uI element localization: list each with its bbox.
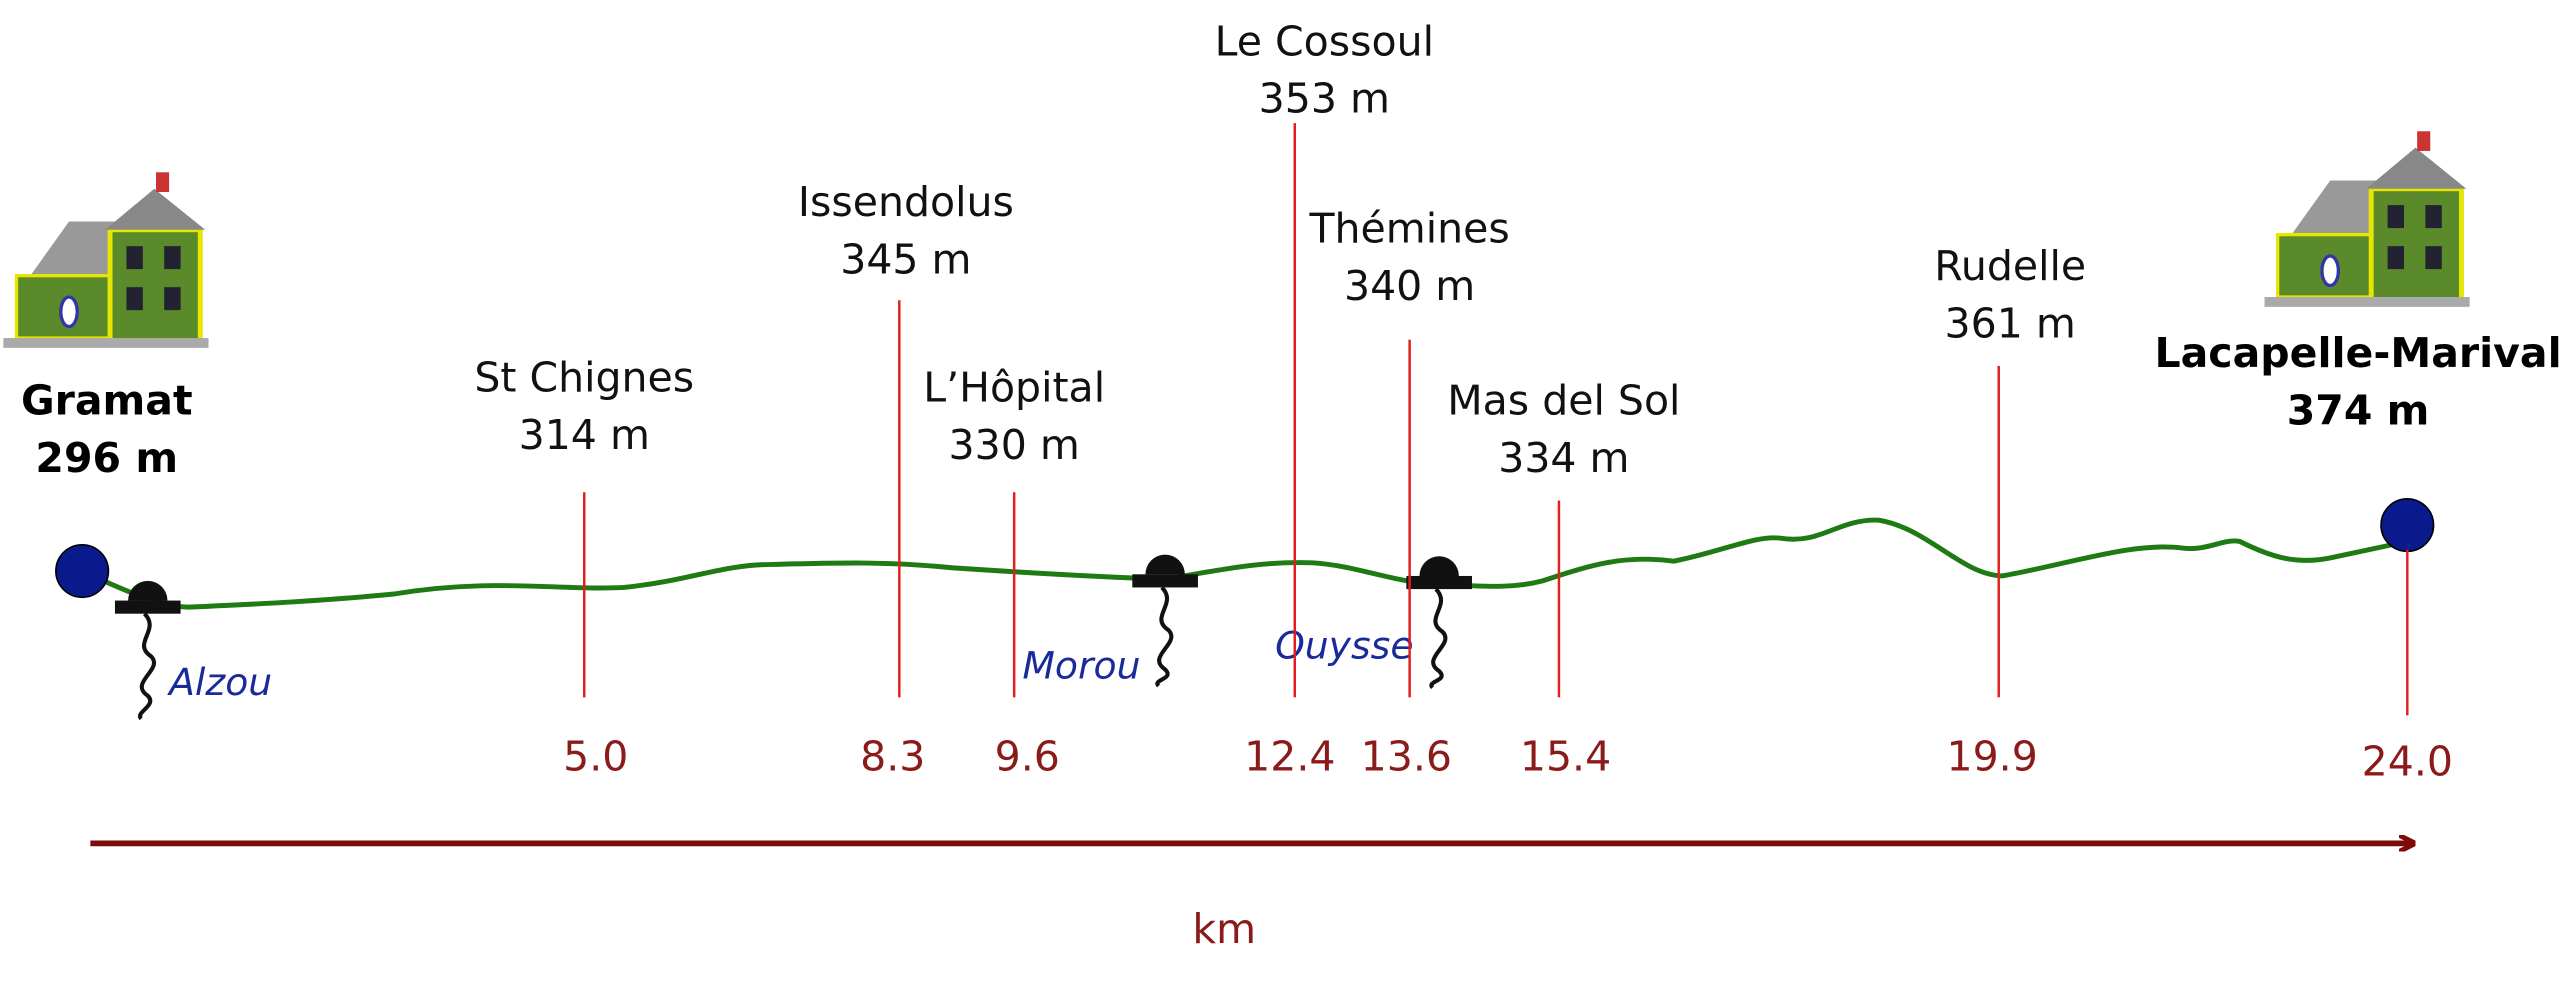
stop-altitude: 330 m <box>949 421 1080 469</box>
start-marker <box>55 543 110 599</box>
stop-name: Rudelle <box>1934 242 2086 290</box>
stop-altitude: 334 m <box>1498 434 1629 482</box>
km-label: 12.4 <box>1244 733 1335 781</box>
stop-altitude: 361 m <box>1945 300 2076 348</box>
end-name: Lacapelle-Marival <box>2154 329 2560 377</box>
km-label: 5.0 <box>563 733 628 781</box>
start-name: Gramat <box>21 377 193 425</box>
stop-name: Le Cossoul <box>1215 17 1434 65</box>
km-label: 8.3 <box>860 733 925 781</box>
river-label: Ouysse <box>1275 624 1413 668</box>
elevation-line <box>81 517 2408 610</box>
stop-altitude: 345 m <box>840 236 971 284</box>
stop-name: Issendolus <box>798 178 1014 226</box>
stop-name: Thémines <box>1309 204 1510 252</box>
start-altitude: 296 m <box>35 434 178 482</box>
km-label: 9.6 <box>995 733 1060 781</box>
end-altitude: 374 m <box>2287 387 2430 435</box>
stop-altitude: 353 m <box>1259 75 1390 123</box>
stop-name: St Chignes <box>474 354 694 402</box>
stop-name: L’Hôpital <box>923 364 1105 412</box>
km-label: 13.6 <box>1361 733 1452 781</box>
river-label: Alzou <box>166 660 272 704</box>
km-label: 24.0 <box>2362 738 2453 786</box>
km-label: 15.4 <box>1520 733 1611 781</box>
town-icon <box>2265 131 2470 307</box>
stop-altitude: 340 m <box>1344 262 1475 310</box>
km-label: 19.9 <box>1946 733 2037 781</box>
stop-name: Mas del Sol <box>1447 377 1680 425</box>
river-label: Morou <box>1022 643 1140 687</box>
bridges <box>114 554 1472 721</box>
end-marker <box>2380 498 2435 553</box>
stop-altitude: 314 m <box>519 411 650 459</box>
axis-label: km <box>1192 905 1256 953</box>
town-icon <box>3 172 208 348</box>
